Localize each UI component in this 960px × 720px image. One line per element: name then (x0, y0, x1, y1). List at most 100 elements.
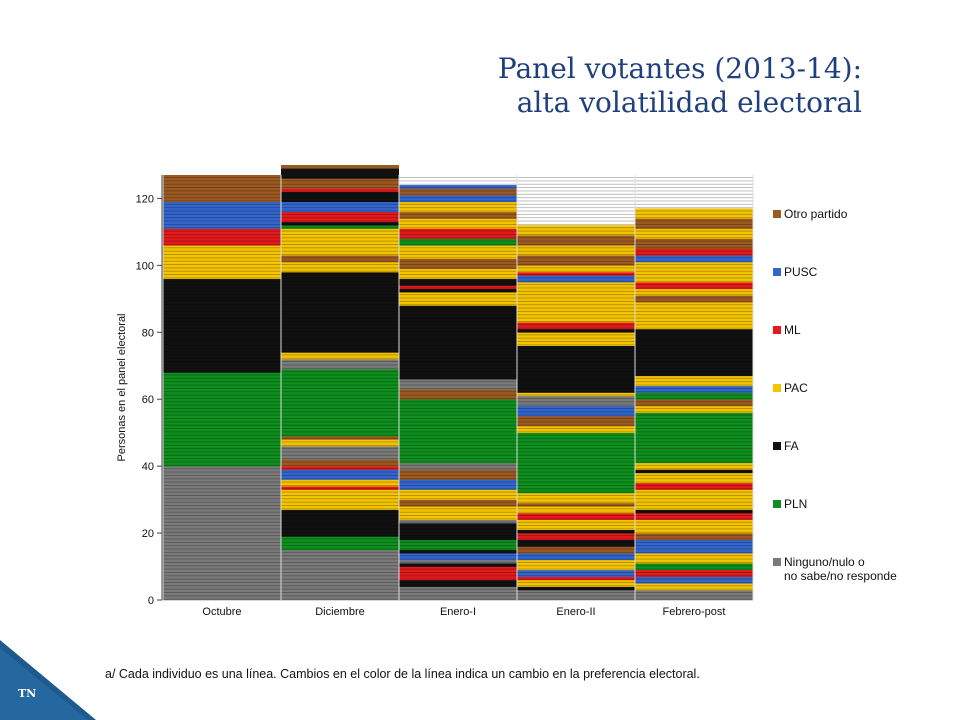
bar-segment (635, 392, 753, 400)
person-line-separator (163, 351, 753, 353)
bar-segment (399, 188, 517, 196)
person-line-separator (163, 280, 753, 282)
legend-swatch (773, 558, 781, 566)
person-line-separator (163, 384, 753, 386)
person-line-separator (163, 190, 753, 192)
legend-label: ML (784, 323, 801, 337)
legend-swatch (773, 326, 781, 334)
person-line-separator (163, 193, 753, 195)
x-category-label: Enero-II (556, 606, 595, 618)
bar-segment (517, 345, 635, 393)
person-line-separator (163, 481, 753, 483)
person-line-separator (163, 374, 753, 376)
bar-segment (517, 432, 635, 494)
person-line-separator (163, 588, 753, 590)
person-line-separator (163, 260, 753, 262)
person-line-separator (163, 551, 753, 553)
bar-segment (517, 502, 635, 507)
bar-segment (635, 509, 753, 514)
bar-segment (281, 168, 399, 179)
bar-segment (281, 466, 399, 470)
person-line-separator (163, 377, 753, 379)
legend-swatch (773, 210, 781, 218)
bar-segment (399, 268, 517, 280)
person-line-separator (163, 230, 753, 232)
person-line-separator (163, 585, 753, 587)
bar-segment (399, 553, 517, 561)
bar-segment (163, 245, 281, 280)
x-category-label: Febrero-post (663, 606, 726, 618)
bar-segment (635, 255, 753, 263)
person-line-separator (163, 515, 753, 516)
bar-segment (399, 563, 517, 567)
person-line-separator (163, 555, 753, 557)
bar-segment (517, 395, 635, 407)
bar-segment (517, 405, 635, 417)
bar-segment (399, 278, 517, 286)
person-line-separator (163, 354, 753, 356)
bar-segment (399, 245, 517, 259)
bar-segment (281, 509, 399, 537)
bar-segment (399, 201, 517, 213)
person-line-separator (163, 498, 753, 500)
person-line-separator (163, 434, 753, 436)
person-line-separator (163, 595, 753, 597)
bar-segment (399, 523, 517, 541)
bar-segment (635, 399, 753, 407)
bar-segment (399, 305, 517, 380)
bar-segment (399, 489, 517, 500)
person-line-separator (163, 458, 753, 460)
bar-segment (281, 225, 399, 229)
bar-segment (517, 533, 635, 541)
person-line-separator (163, 505, 753, 506)
bar-segment (517, 519, 635, 531)
person-line-separator (163, 277, 753, 279)
bar-segment (399, 499, 517, 507)
bar-segment (517, 529, 635, 534)
person-line-separator (163, 488, 753, 490)
bar-segment (517, 579, 635, 587)
legend-label: Otro partido (784, 207, 848, 221)
person-line-separator (163, 548, 753, 550)
person-line-separator (163, 327, 753, 329)
bar-segment (635, 295, 753, 303)
bar-segment (635, 288, 753, 296)
bar-segment (281, 228, 399, 256)
bar-segment (281, 459, 399, 467)
bar-segment (399, 579, 517, 587)
bar-segment (399, 195, 517, 203)
bar-segment (635, 328, 753, 377)
person-line-separator (163, 220, 753, 222)
person-line-separator (163, 484, 753, 486)
bar-segment (635, 519, 753, 534)
bar-segment (163, 175, 281, 203)
bar-segment (635, 238, 753, 249)
person-line-separator (163, 274, 753, 276)
person-line-separator (163, 257, 753, 259)
bar-segment (399, 288, 517, 293)
person-line-separator (163, 478, 753, 480)
bar-segment (635, 282, 753, 290)
bar-segment (635, 208, 753, 219)
person-line-separator (163, 431, 753, 433)
person-line-separator (163, 468, 753, 470)
bar-segment (517, 265, 635, 273)
person-line-separator (163, 575, 753, 577)
person-line-separator (163, 528, 753, 530)
person-line-separator (163, 561, 753, 563)
person-line-separator (163, 565, 753, 567)
bar-segment (281, 191, 399, 203)
person-line-separator (163, 177, 753, 178)
bar-segment (517, 255, 635, 266)
person-line-separator (163, 267, 753, 269)
person-line-separator (163, 525, 753, 527)
x-category-label: Enero-I (440, 606, 476, 618)
bar-segment (517, 539, 635, 547)
person-line-separator (163, 461, 753, 463)
bar-segment (281, 469, 399, 480)
bar-segment (399, 285, 517, 290)
person-line-separator (163, 471, 753, 473)
person-line-separator (163, 347, 753, 349)
person-line-separator (163, 197, 753, 199)
bar-segment (635, 569, 753, 577)
